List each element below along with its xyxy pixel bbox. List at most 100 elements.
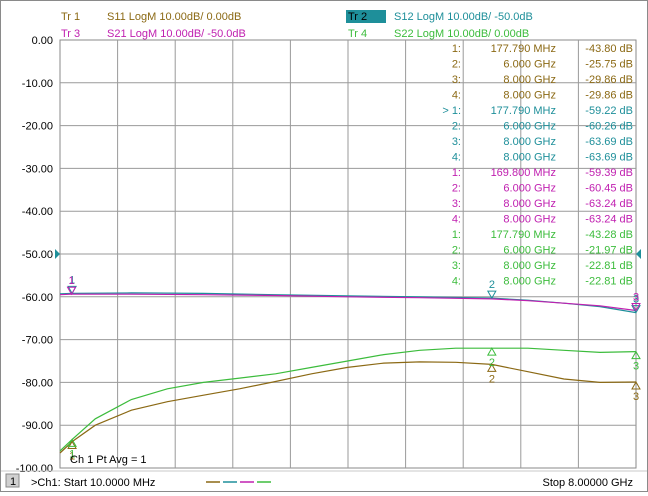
marker-table-freq: 8.000 GHz <box>503 136 556 148</box>
marker-table-value: -43.80 dB <box>585 43 633 55</box>
marker-table-id: 2: <box>452 121 461 133</box>
marker-table-value: -21.97 dB <box>585 245 633 257</box>
marker-label: 1 <box>69 448 75 460</box>
marker-table-id: 1: <box>452 43 461 55</box>
marker-table-id: 2: <box>452 183 461 195</box>
marker-table-id: 3: <box>452 74 461 86</box>
marker-label: 3 <box>633 294 639 306</box>
marker-table-value: -63.69 dB <box>585 152 633 164</box>
marker-table-value: -22.81 dB <box>585 260 633 272</box>
marker-table-value: -63.24 dB <box>585 214 633 226</box>
active-trace-highlight <box>346 10 386 23</box>
marker-S22-3 <box>631 350 641 360</box>
trace-line-S22 <box>59 347 637 452</box>
marker-table-id: > 1: <box>442 105 461 117</box>
trace-desc-3: S21 LogM 10.00dB/ -50.0dB <box>107 28 246 40</box>
reference-arrow-right <box>636 249 641 259</box>
y-tick-label: -20.00 <box>22 121 53 133</box>
trace-desc-4: S22 LogM 10.00dB/ 0.00dB <box>394 28 529 40</box>
marker-table-id: 3: <box>452 260 461 272</box>
marker-table-freq: 8.000 GHz <box>503 214 556 226</box>
marker-table-freq: 8.000 GHz <box>503 152 556 164</box>
stop-frequency: Stop 8.00000 GHz <box>542 477 633 489</box>
marker-table-freq: 8.000 GHz <box>503 198 556 210</box>
marker-table-freq: 6.000 GHz <box>503 245 556 257</box>
trace-line-S21 <box>59 293 637 312</box>
marker-table-freq: 8.000 GHz <box>503 74 556 86</box>
marker-table-freq: 177.790 MHz <box>491 43 556 55</box>
marker-table-id: 3: <box>452 136 461 148</box>
marker-S11-1 <box>67 440 77 449</box>
marker-table-value: -22.81 dB <box>585 276 633 288</box>
marker-S21-1 <box>66 286 77 296</box>
marker-label: 1 <box>69 275 75 287</box>
reference-arrow-left <box>55 249 60 259</box>
marker-table-value: -63.24 dB <box>585 198 633 210</box>
marker-table-value: -59.22 dB <box>585 105 633 117</box>
marker-table-freq: 177.790 MHz <box>491 229 556 241</box>
trace-label-1: Tr 1 <box>61 11 80 23</box>
trace-header: Tr 1 S11 LogM 10.00dB/ 0.00dB Tr 2 S12 LogM… <box>61 10 533 40</box>
marker-S22-1 <box>67 438 77 447</box>
marker-table-value: -60.45 dB <box>585 183 633 195</box>
marker-label: 2 <box>489 357 495 369</box>
footer: 1 >Ch1: Start 10.0000 MHz Stop 8.00000 GHz <box>1 470 647 489</box>
marker-table-freq: 177.790 MHz <box>491 105 556 117</box>
channel-box <box>5 473 20 488</box>
trace-label-4: Tr 4 <box>348 28 367 40</box>
marker-table-id: 1: <box>452 229 461 241</box>
trace-line-S11 <box>59 361 637 454</box>
marker-table: 1: 177.790 MHz -43.80 dB 2: 6.000 GHz -25.75 … <box>442 43 633 288</box>
marker-table-id: 4: <box>452 90 461 102</box>
y-axis: 0.00 -10.00 -20.00 -30.00 -40.00 -50.00 -60.00… <box>16 35 641 475</box>
y-tick-label: -10.00 <box>22 78 53 90</box>
marker-table-freq: 6.000 GHz <box>503 183 556 195</box>
marker-label: 3 <box>633 391 639 403</box>
y-tick-label: -50.00 <box>22 249 53 261</box>
marker-label: 1 <box>69 450 75 462</box>
marker-table-id: 2: <box>452 245 461 257</box>
y-tick-label: -90.00 <box>22 420 53 432</box>
marker-table-id: 3: <box>452 198 461 210</box>
marker-label: 2 <box>489 373 495 385</box>
marker-table-freq: 6.000 GHz <box>503 121 556 133</box>
marker-table-id: 2: <box>452 59 461 71</box>
traces <box>59 292 637 454</box>
marker-table-freq: 8.000 GHz <box>503 90 556 102</box>
marker-table-id: 4: <box>452 214 461 226</box>
trace-desc-1: S11 LogM 10.00dB/ 0.00dB <box>107 11 241 23</box>
trace-desc-2: S12 LogM 10.00dB/ -50.0dB <box>394 11 533 23</box>
marker-S11-2 <box>486 363 497 372</box>
y-tick-label: -30.00 <box>22 163 53 175</box>
marker-label: 3 <box>633 291 639 303</box>
start-frequency: >Ch1: Start 10.0000 MHz <box>31 477 155 489</box>
marker-label: 2 <box>489 279 495 291</box>
marker-table-value: -60.26 dB <box>585 121 633 133</box>
marker-table-value: -25.75 dB <box>585 59 633 71</box>
marker-S12-3 <box>631 305 641 314</box>
marker-table-freq: 6.000 GHz <box>503 59 556 71</box>
marker-S12-2 <box>486 290 497 300</box>
marker-table-id: 4: <box>452 276 461 288</box>
marker-table-freq: 8.000 GHz <box>503 276 556 288</box>
marker-label: 3 <box>633 361 639 373</box>
marker-S11-3 <box>631 380 641 390</box>
y-tick-label: 0.00 <box>32 35 53 47</box>
marker-table-freq: 169.800 MHz <box>491 167 556 179</box>
marker-table-freq: 8.000 GHz <box>503 260 556 272</box>
marker-label: 1 <box>69 274 75 286</box>
marker-S21-3 <box>631 302 641 312</box>
marker-table-value: -63.69 dB <box>585 136 633 148</box>
marker-table-id: 4: <box>452 152 461 164</box>
marker-table-id: 1: <box>452 167 461 179</box>
marker-table-value: -29.86 dB <box>585 90 633 102</box>
marker-table-value: -59.39 dB <box>585 167 633 179</box>
y-tick-label: -100.00 <box>16 463 53 475</box>
channel-number: 1 <box>10 476 16 488</box>
trace-label-3: Tr 3 <box>61 28 80 40</box>
marker-table-value: -29.86 dB <box>585 74 633 86</box>
y-tick-label: -80.00 <box>22 377 53 389</box>
